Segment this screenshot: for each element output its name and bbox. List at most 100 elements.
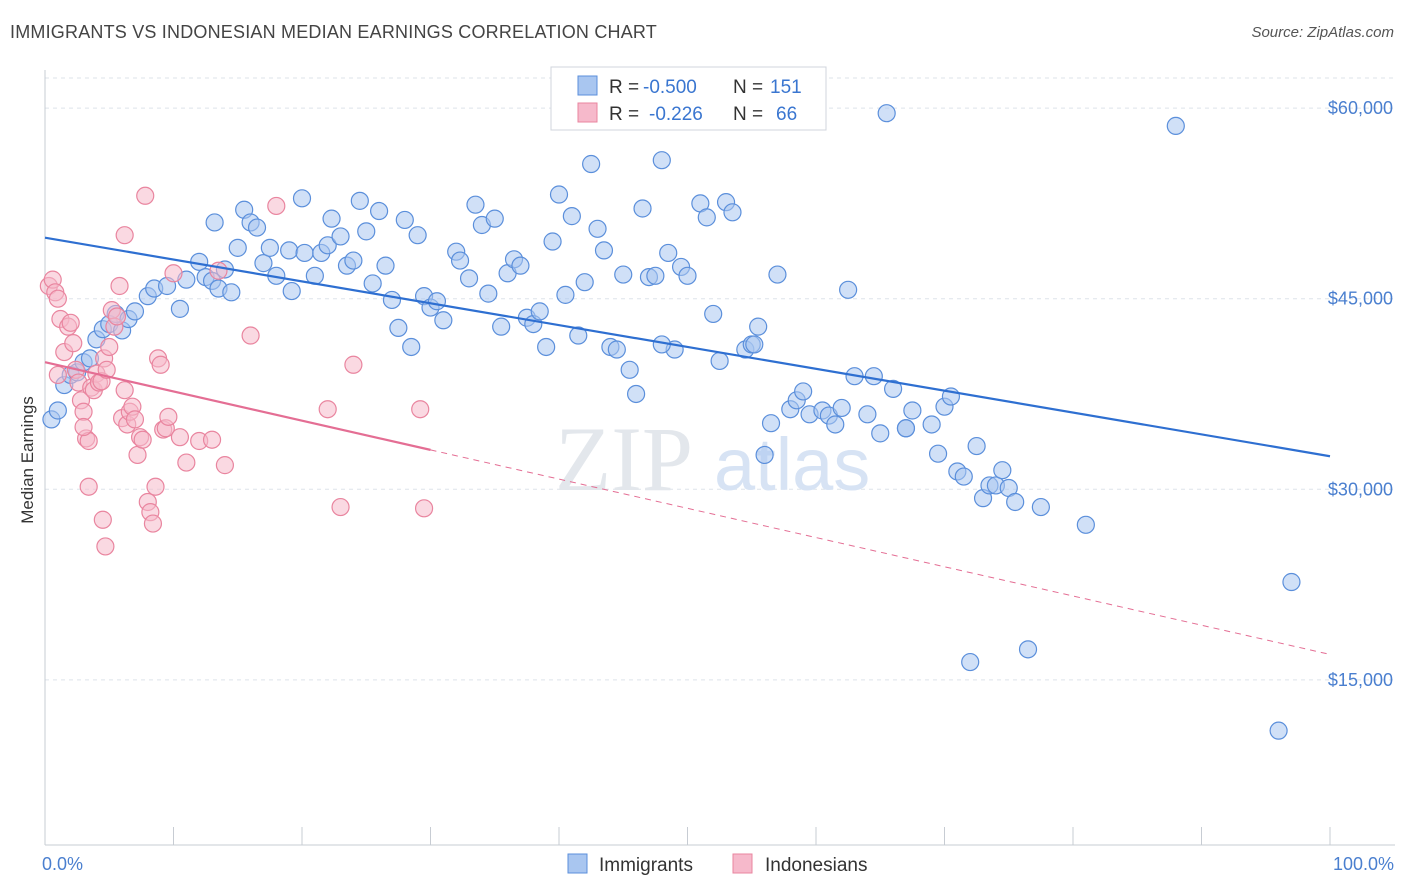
immigrants-point (768, 265, 787, 284)
x-tick-label-start: 0.0% (42, 854, 83, 874)
indonesians-point (48, 365, 67, 385)
indonesians-point (100, 337, 119, 357)
immigrants-point (295, 243, 314, 263)
indonesians-point (61, 313, 80, 332)
immigrants-point (646, 266, 665, 285)
indonesians-point (146, 477, 165, 496)
immigrants-points (42, 104, 1301, 740)
immigrants-point (370, 201, 389, 221)
indonesians-point (177, 453, 196, 472)
indonesians-point (110, 276, 129, 296)
immigrants-point (318, 236, 337, 255)
immigrants-point (575, 273, 594, 292)
immigrants-point (704, 304, 723, 324)
immigrants-point (1031, 497, 1050, 517)
immigrants-point (389, 318, 408, 338)
immigrants-point (794, 382, 813, 401)
y-axis-label: Median Earnings (18, 396, 37, 524)
immigrants-point (652, 151, 671, 170)
indonesians-point (74, 402, 93, 421)
correlation-legend: R = -0.500 N = 151 R = -0.226 N = 66 (550, 66, 827, 131)
indonesians-point (411, 400, 430, 419)
indonesians-point (107, 307, 127, 326)
series-legend: Immigrants Indonesians (567, 853, 867, 876)
trend-lines (44, 236, 1331, 655)
grid-lines (45, 77, 1395, 681)
indonesians-point (215, 456, 234, 475)
immigrants-point (745, 335, 764, 354)
bottom-legend-swatch-indonesians (732, 853, 753, 874)
y-tick-labels: $15,000 $30,000 $45,000 $60,000 (1328, 98, 1393, 690)
immigrants-point (961, 652, 980, 672)
immigrants-point (376, 256, 395, 275)
indonesians-point (267, 196, 286, 216)
immigrants-point (832, 398, 851, 418)
bottom-legend-label-immigrants: Immigrants (599, 855, 693, 876)
indonesians-point (143, 514, 163, 533)
immigrants-point (903, 401, 922, 420)
immigrants-point (479, 284, 498, 303)
immigrants-point (1006, 492, 1025, 512)
indonesians-point (115, 226, 134, 245)
immigrants-point (228, 238, 247, 257)
source-credit: Source: ZipAtlas.com (1251, 24, 1394, 41)
indonesians-point (164, 264, 183, 283)
immigrants-point (588, 219, 607, 238)
immigrants-point (678, 266, 697, 285)
immigrants-point (607, 340, 626, 359)
immigrants-point (222, 283, 241, 302)
immigrants-point (125, 302, 145, 321)
bottom-legend-label-indonesians: Indonesians (765, 855, 867, 876)
indonesians-point (331, 497, 350, 517)
indonesians-point (151, 355, 170, 374)
immigrants-point (839, 280, 858, 299)
immigrants-point (402, 337, 421, 357)
immigrants-point (466, 195, 485, 214)
immigrants-point (247, 218, 267, 237)
immigrants-point (826, 415, 845, 434)
immigrants-point (357, 222, 376, 241)
legend-n-label-indonesians: N = (733, 104, 763, 125)
indonesians-point (136, 186, 155, 205)
immigrants-point (492, 317, 511, 336)
indonesians-point (125, 410, 145, 429)
immigrants-point (697, 208, 716, 227)
indonesians-point (344, 355, 363, 374)
axes (44, 70, 1395, 846)
immigrants-point (614, 265, 633, 284)
indonesians-point (93, 510, 112, 529)
indonesians-point (97, 360, 116, 379)
immigrants-point (322, 209, 341, 228)
legend-r-value-immigrants: -0.500 (643, 77, 697, 98)
immigrants-point (280, 241, 299, 260)
immigrants-point (569, 326, 588, 345)
indonesians-point (128, 445, 147, 465)
indonesians-trend-line (44, 361, 431, 451)
immigrants-point (993, 461, 1012, 480)
immigrants-point (350, 191, 369, 210)
immigrants-point (427, 292, 447, 311)
indonesians-point (241, 326, 260, 345)
bottom-legend-swatch-immigrants (567, 853, 588, 874)
immigrants-point (1018, 640, 1038, 659)
chart-title: IMMIGRANTS VS INDONESIAN MEDIAN EARNINGS… (10, 22, 658, 42)
immigrants-point (170, 299, 190, 318)
immigrants-point (1269, 721, 1288, 740)
indonesians-points (39, 186, 434, 556)
indonesians-point (64, 334, 83, 353)
immigrants-point (620, 360, 639, 379)
immigrants-point (205, 213, 224, 232)
indonesians-point (159, 407, 178, 426)
watermark-zip: ZIP (555, 408, 693, 510)
immigrants-point (260, 238, 279, 257)
legend-swatch-immigrants (577, 75, 598, 96)
immigrants-point (344, 251, 363, 270)
immigrants-trend-line (44, 236, 1331, 458)
immigrants-point (282, 281, 301, 301)
y-tick-label: $60,000 (1328, 98, 1393, 118)
immigrants-point (48, 401, 67, 420)
immigrants-point (450, 251, 470, 270)
immigrants-point (710, 351, 729, 371)
immigrants-point (626, 384, 646, 404)
